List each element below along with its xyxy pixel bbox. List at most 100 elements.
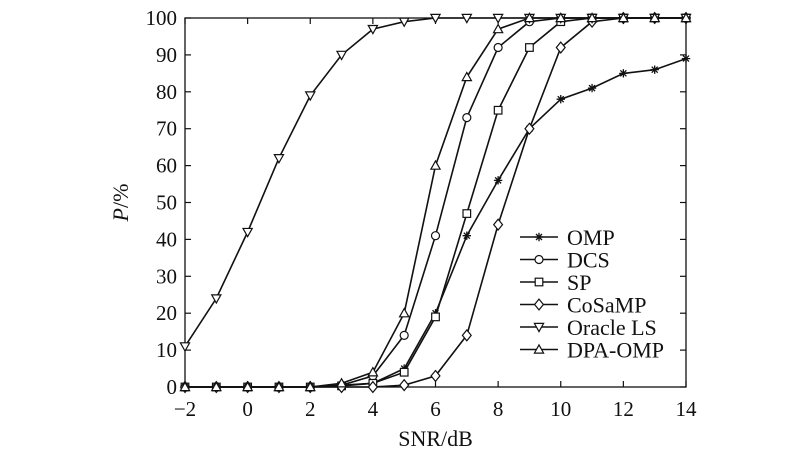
data-point-dpa-omp (586, 12, 598, 23)
legend-marker (533, 322, 545, 333)
data-point-dpa-omp (273, 381, 285, 392)
legend-marker (534, 254, 544, 265)
data-point-omp (681, 54, 691, 63)
data-point-dpa-omp (398, 307, 410, 318)
data-point-omp (587, 83, 597, 93)
data-point-dpa-omp (179, 381, 191, 392)
y-tick-label: 60 (156, 154, 177, 178)
y-tick-label: 20 (156, 301, 177, 325)
legend-label: CoSaMP (567, 293, 646, 318)
legend-item-sp: SP (520, 270, 591, 295)
data-point-omp (650, 65, 659, 74)
legend-item-oracle-ls: Oracle LS (520, 315, 657, 340)
data-point-oracle-ls (367, 24, 379, 35)
legend-label: SP (567, 270, 591, 295)
data-point-dpa-omp (304, 381, 316, 392)
data-point-cosamp (461, 328, 472, 342)
data-point-dpa-omp (492, 23, 504, 34)
y-axis-ticks: 0 10 20 30 40 50 60 70 80 90 100 (146, 6, 686, 399)
data-point-cosamp (524, 122, 535, 136)
data-point-dpa-omp (335, 377, 348, 388)
data-point-dcs (399, 330, 409, 340)
data-point-cosamp (555, 41, 566, 54)
y-tick-label: 100 (146, 6, 178, 30)
data-point-dpa-omp (555, 12, 567, 23)
data-point-dpa-omp (242, 381, 254, 392)
data-point-oracle-ls (242, 227, 254, 238)
data-point-dcs (430, 231, 441, 241)
x-tick-label: 2 (305, 397, 316, 421)
x-tick-label: 4 (368, 397, 379, 421)
data-point-dcs (493, 42, 503, 53)
legend-label: Oracle LS (567, 315, 657, 340)
data-point-dpa-omp (210, 381, 222, 392)
data-point-sp (399, 367, 409, 377)
y-tick-label: 40 (156, 227, 177, 251)
data-point-oracle-ls (335, 50, 348, 61)
series-oracle-ls (179, 13, 692, 353)
data-point-oracle-ls (492, 13, 504, 24)
data-point-cosamp (367, 380, 379, 394)
x-axis-title: SNR/dB (398, 426, 473, 451)
x-tick-label: −2 (174, 397, 196, 421)
x-tick-label: 8 (493, 397, 504, 421)
legend-label: DPA-OMP (567, 338, 664, 363)
data-point-cosamp (492, 218, 504, 231)
data-point-omp (619, 69, 628, 78)
legend-marker (534, 277, 544, 287)
series-dpa-omp (179, 12, 692, 392)
y-tick-label: 80 (156, 80, 177, 104)
legend-item-dcs: DCS (520, 248, 610, 273)
legend-marker (534, 232, 544, 242)
data-point-dpa-omp (649, 12, 661, 23)
data-point-omp (556, 94, 565, 104)
data-point-oracle-ls (210, 294, 222, 305)
data-point-cosamp (430, 369, 441, 383)
data-point-sp (525, 43, 534, 52)
data-point-sp (462, 209, 472, 218)
data-point-oracle-ls (273, 154, 285, 165)
data-point-oracle-ls (429, 13, 442, 24)
y-tick-label: 10 (156, 338, 177, 362)
y-tick-label: 0 (167, 375, 178, 399)
data-point-oracle-ls (461, 13, 473, 24)
x-tick-label: 0 (242, 397, 253, 421)
data-point-sp (493, 105, 503, 115)
legend-marker (533, 343, 545, 354)
data-point-dpa-omp (680, 12, 692, 23)
legend-marker (533, 298, 545, 311)
data-point-dpa-omp (617, 12, 629, 23)
y-tick-label: 30 (156, 264, 177, 288)
data-point-dcs (462, 113, 472, 123)
data-point-omp (462, 231, 472, 240)
data-point-dpa-omp (523, 12, 536, 23)
legend-item-omp: OMP (520, 225, 615, 250)
data-point-oracle-ls (179, 342, 191, 353)
x-axis-ticks: −2 0 2 4 6 8 10 12 14 (174, 18, 697, 421)
x-tick-label: 6 (430, 397, 441, 421)
legend-item-dpa-omp: DPA-OMP (520, 338, 664, 363)
data-point-dpa-omp (367, 366, 379, 377)
x-tick-label: 12 (613, 397, 634, 421)
y-axis-title-italic: P (108, 208, 133, 222)
data-point-dpa-omp (461, 71, 473, 82)
legend-label: OMP (567, 225, 615, 250)
y-tick-label: 90 (156, 43, 177, 67)
y-axis-title-unit: /% (108, 184, 133, 208)
data-point-oracle-ls (398, 17, 410, 28)
data-point-dpa-omp (429, 159, 442, 170)
x-tick-label: 10 (550, 397, 571, 421)
y-tick-label: 50 (156, 191, 177, 215)
data-point-omp (493, 176, 503, 185)
y-tick-label: 70 (156, 117, 177, 141)
data-point-cosamp (399, 378, 410, 392)
data-point-oracle-ls (304, 91, 316, 102)
y-axis-title: P/% (108, 184, 133, 223)
series-group (179, 11, 692, 394)
x-tick-label: 14 (676, 397, 698, 421)
data-point-sp (431, 312, 440, 322)
legend-item-cosamp: CoSaMP (520, 293, 646, 318)
legend-label: DCS (567, 248, 610, 273)
